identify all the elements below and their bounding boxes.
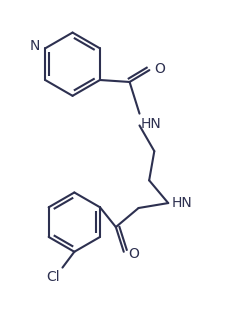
Text: O: O bbox=[129, 247, 140, 261]
Text: Cl: Cl bbox=[46, 269, 60, 284]
Text: N: N bbox=[30, 39, 40, 53]
Text: HN: HN bbox=[140, 117, 161, 130]
Text: HN: HN bbox=[171, 196, 192, 210]
Text: O: O bbox=[154, 62, 165, 76]
